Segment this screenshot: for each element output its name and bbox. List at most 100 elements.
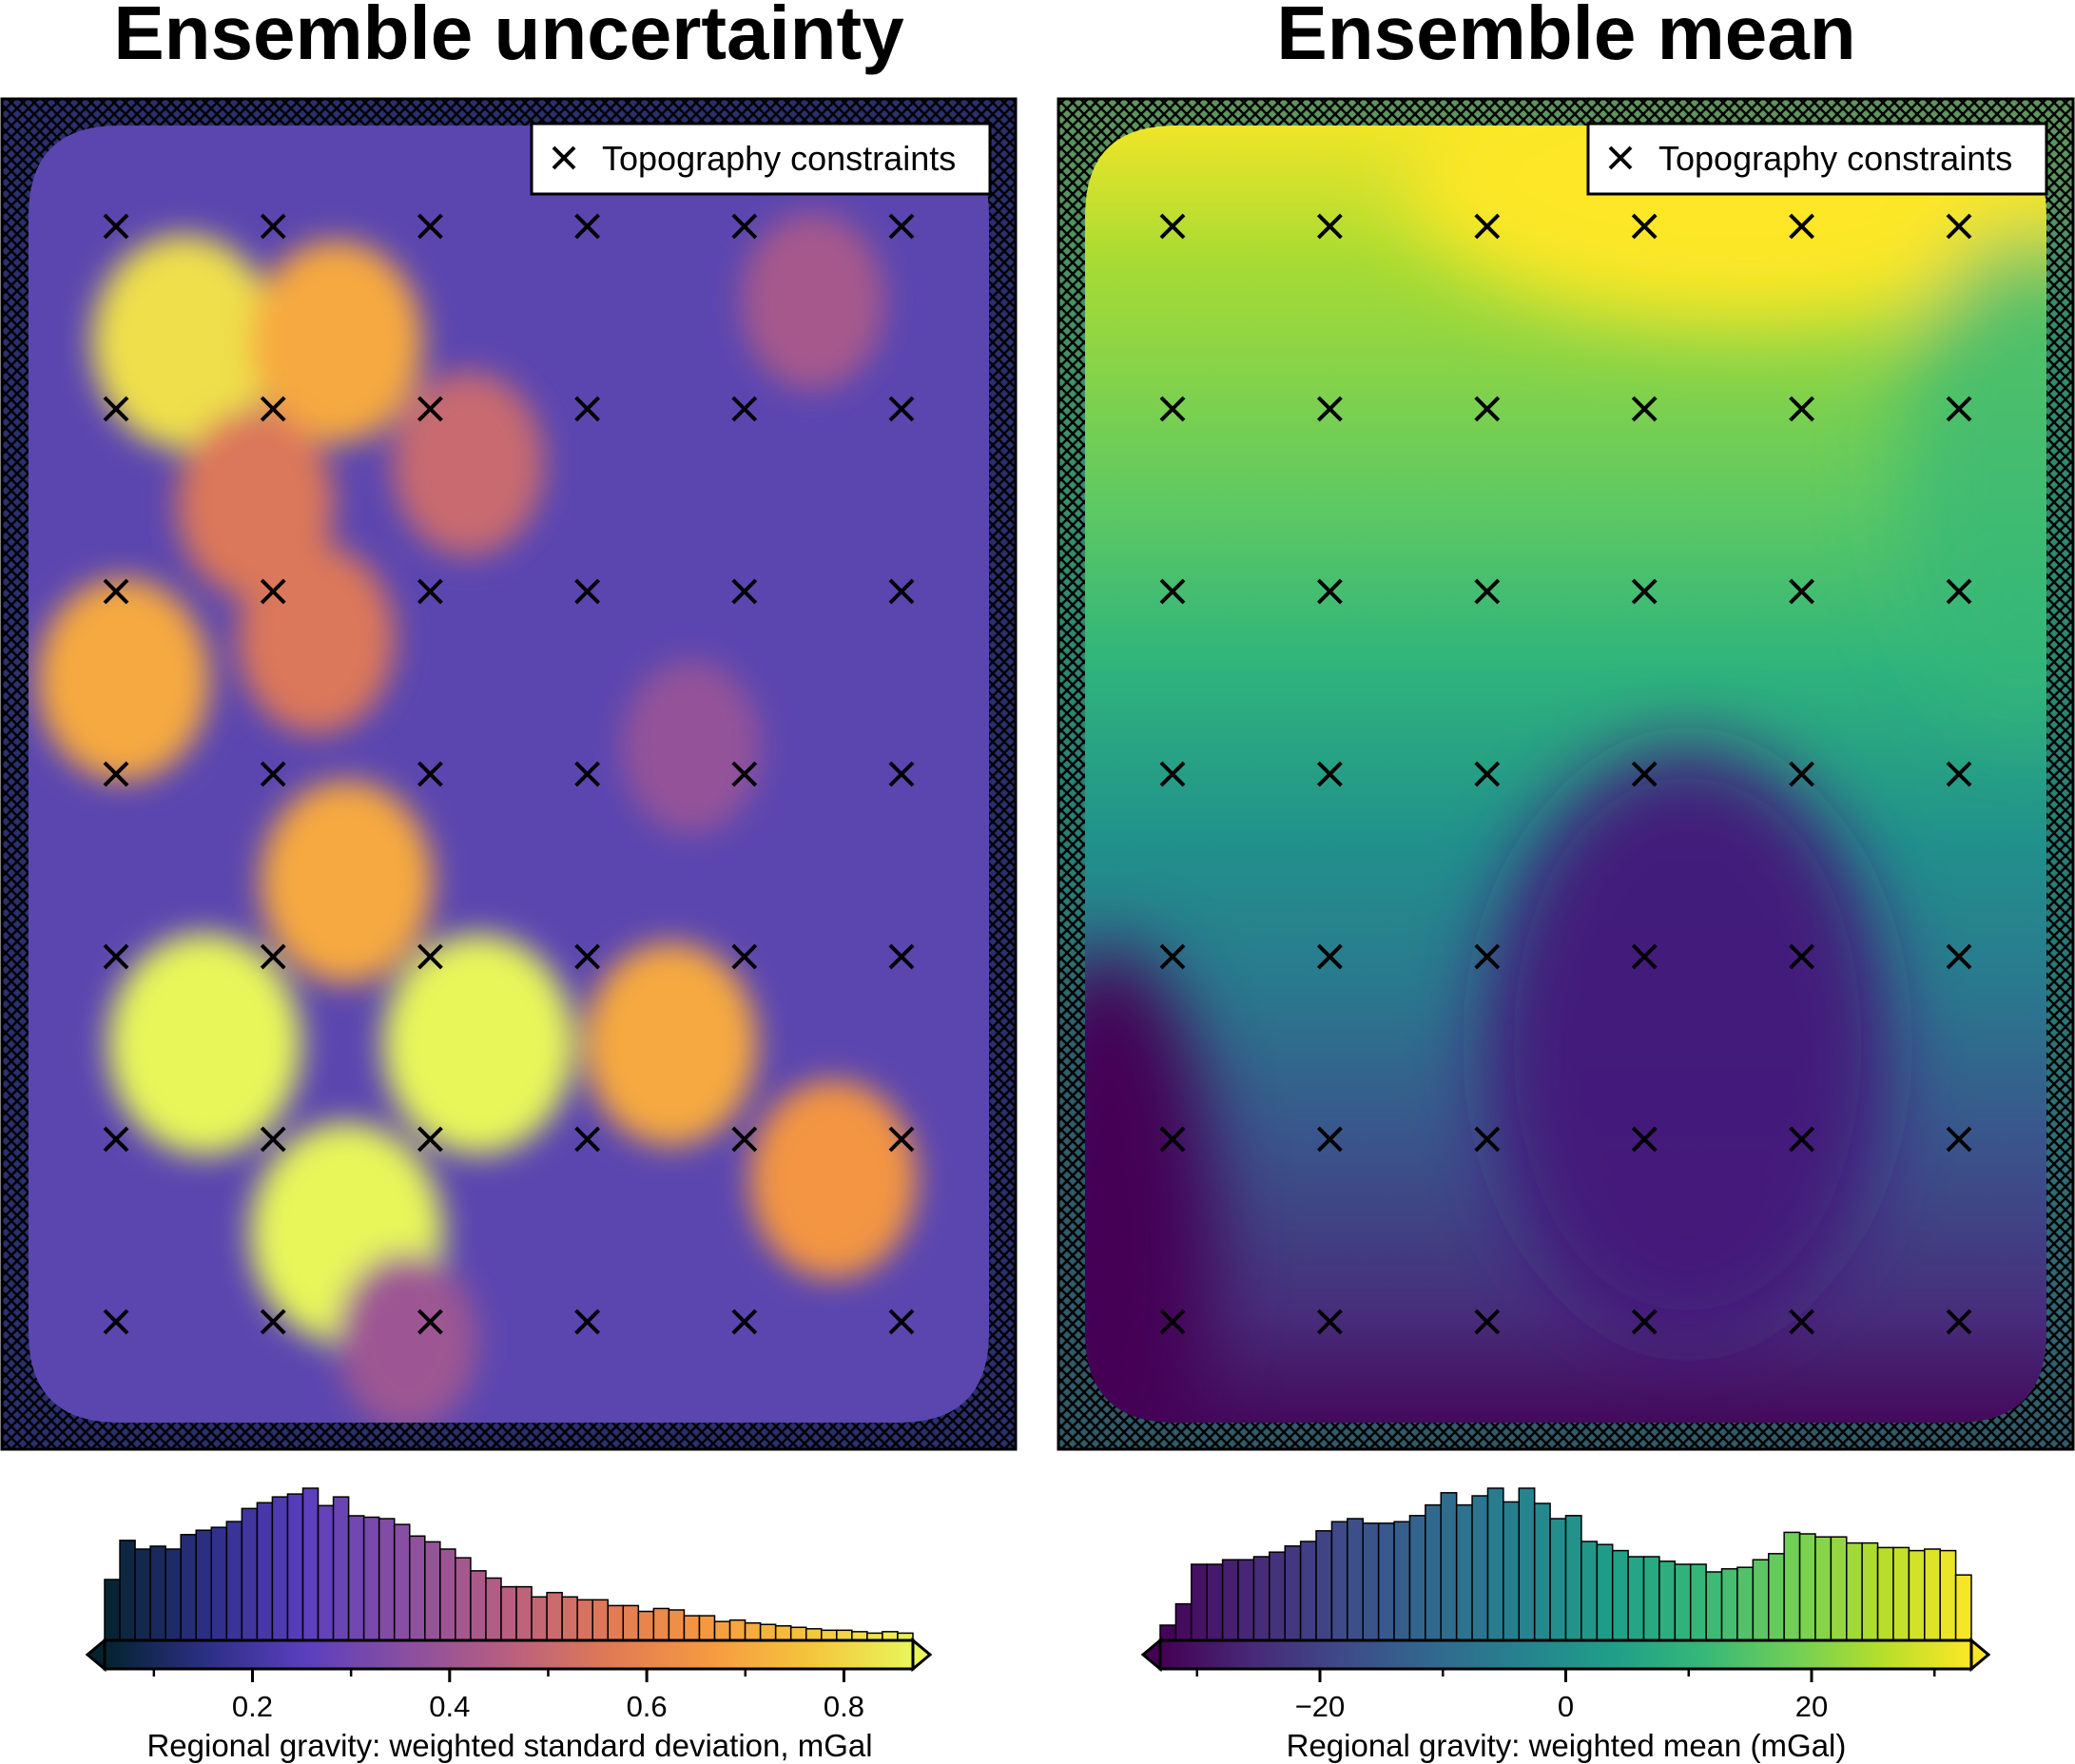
constraint-marker [1316,761,1343,787]
constraint-marker [103,578,129,605]
histogram-bar [637,1610,655,1641]
histogram-bar [347,1515,365,1641]
constraint-marker [731,1126,758,1153]
histogram-bar [1954,1574,1972,1641]
histogram-bar [744,1621,762,1641]
constraint-marker [1474,396,1501,422]
constraint-marker [260,943,286,970]
histogram-bar [1924,1548,1941,1641]
constraint-marker [1789,213,1815,240]
histogram-bar [1564,1515,1582,1641]
constraint-marker [1946,1126,1972,1153]
mean-low-region [1487,749,1888,1339]
histogram-bar [1299,1541,1317,1641]
histogram-bar [1798,1533,1816,1641]
mean-east-region [1898,229,2073,725]
histogram-bar [362,1516,380,1641]
colorbar-extend-low [85,1637,107,1673]
uncertainty-frame [0,97,1018,1451]
uncertainty-hotspot [91,235,278,450]
histogram-bar [531,1596,548,1641]
colorbar-tick-label: 0 [1558,1690,1574,1723]
colorbar-gradient [103,1638,915,1671]
colorbar-gradient [1158,1638,1973,1671]
histogram-bar [1596,1543,1614,1641]
constraint-marker [417,213,443,240]
histogram-bar [1580,1541,1599,1641]
constraint-marker [417,1308,443,1335]
histogram-bar [591,1599,609,1641]
histogram-bar [180,1534,197,1641]
constraint-marker [1159,1126,1186,1153]
histogram-bar [774,1625,792,1641]
constraint-marker [1159,1308,1186,1335]
constraint-marker [1789,761,1815,787]
constraint-marker [1474,1126,1501,1153]
constraint-marker [888,396,915,422]
constraint-marker [260,761,286,787]
constraint-marker [1316,578,1343,605]
histogram-bar [271,1496,289,1641]
mean-colorbar: −20 0 20 [1140,1487,1991,1723]
constraint-marker [1631,396,1658,422]
colorbar-tick-label: 20 [1795,1690,1828,1723]
constraint-marker [1159,943,1186,970]
histogram-bar [1518,1487,1536,1641]
uncertainty-hotspot [382,934,574,1154]
constraint-marker [260,1126,286,1153]
colorbar-tick-label: 0.6 [627,1690,668,1723]
constraint-marker [731,396,758,422]
constraint-marker [1316,1126,1343,1153]
constraint-marker [1789,396,1815,422]
histogram-bar [1908,1549,1926,1641]
uncertainty-hotspot [749,1079,918,1279]
histogram-bar [561,1596,578,1641]
uncertainty-hotspot [260,780,434,984]
histogram-bar [683,1615,701,1641]
histogram-bar [1206,1563,1224,1641]
constraint-marker [731,761,758,787]
uncertainty-hotspot [392,371,545,556]
constraint-marker [103,1126,129,1153]
constraint-marker [103,213,129,240]
histogram-bar [1861,1541,1879,1641]
histogram-bar [1284,1545,1302,1641]
constraint-marker [1631,943,1658,970]
histogram-bar [485,1577,502,1641]
constraint-marker [1159,578,1186,605]
constraint-marker [574,213,601,240]
constraint-marker [1631,578,1658,605]
histogram-bar [149,1545,166,1641]
constraint-marker [417,578,443,605]
histogram-bar [1814,1536,1833,1641]
mean-panel: Ensemble mean Topography constraints [1057,0,2075,1451]
constraint-marker [731,943,758,970]
constraint-marker [1316,943,1343,970]
histogram-bar [576,1599,593,1641]
constraint-marker [417,761,443,787]
constraint-marker [888,578,915,605]
histogram-bar [332,1496,350,1641]
histogram-bar [1752,1559,1770,1641]
histogram-bar [1876,1546,1894,1641]
constraint-marker [731,1308,758,1335]
uncertainty-hotspot [177,409,334,599]
constraint-marker [888,761,915,787]
histogram-bar [134,1548,151,1641]
histogram-bar [668,1609,686,1641]
colorbar-tick-label: 0.2 [232,1690,273,1723]
constraint-marker [417,396,443,422]
constraint-marker [1631,1126,1658,1153]
constraint-marker [103,396,129,422]
uncertainty-hotspot [250,240,423,444]
histogram-bar [1393,1521,1411,1641]
constraint-marker [731,578,758,605]
histogram-bar [546,1591,563,1641]
constraint-marker [1474,761,1501,787]
histogram-bar [286,1493,304,1641]
constraint-marker [260,396,286,422]
histogram-bar [1533,1502,1551,1641]
constraint-marker [1946,761,1972,787]
histogram-bar [1846,1541,1863,1641]
constraint-marker [1946,396,1972,422]
